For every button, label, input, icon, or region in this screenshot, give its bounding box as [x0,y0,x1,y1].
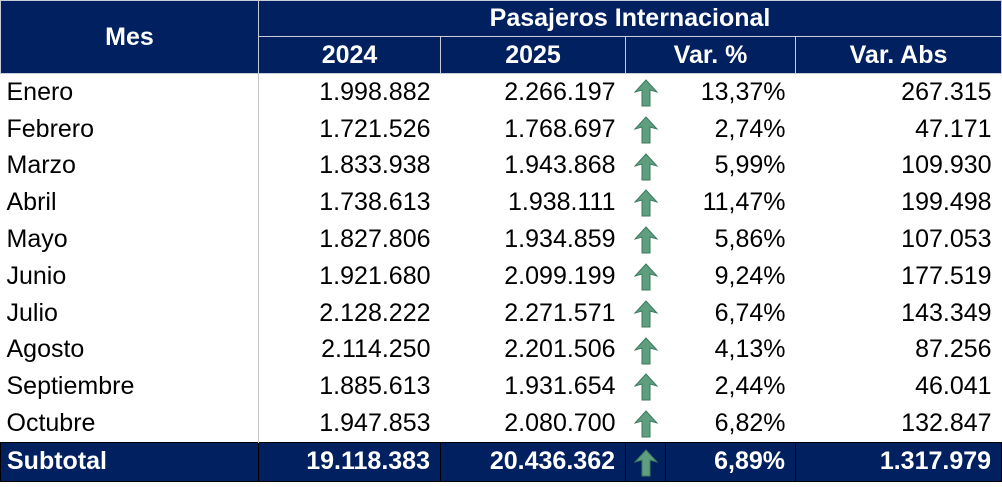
var-pct: 5,99% [714,151,786,180]
var-abs: 109.930 [901,151,992,180]
arrow-up-icon [626,111,666,148]
header-var-pct: Var. % [625,36,796,74]
var-pct: 6,74% [714,298,786,327]
value-2025: 1.768.697 [504,114,616,143]
var-pct: 6,89% [665,441,796,482]
table-row: Agosto 2.114.250 2.201.506 4,13% 87.256 [0,331,1002,369]
month-cell: Julio [0,294,259,332]
var-pct: 13,37% [700,77,786,106]
arrow-up-icon [626,184,666,221]
arrow-up-icon [626,74,666,111]
subtotal-row: Subtotal 19.118.383 20.436.362 6,89% 1.317.9… [0,441,1002,482]
var-pct: 9,24% [714,261,786,290]
month-cell: Enero [0,73,259,111]
value-2024: 1.947.853 [319,409,431,438]
month-cell: Octubre [0,405,259,443]
var-abs: 267.315 [901,77,992,106]
month-cell: Agosto [0,331,259,369]
header-2024: 2024 [258,36,441,74]
month-cell: Mayo [0,221,259,258]
value-2025: 1.934.859 [504,225,616,254]
var-pct: 5,86% [714,225,786,254]
value-2024: 1.738.613 [319,188,431,217]
var-abs: 47.171 [915,114,992,143]
value-2024: 1.998.882 [319,77,431,106]
var-abs: 1.317.979 [794,441,1002,482]
var-abs: 107.053 [901,225,992,254]
var-abs: 87.256 [915,335,992,364]
table-row: Enero 1.998.882 2.266.197 13,37% 267.315 [0,73,1002,111]
table-row: Marzo 1.833.938 1.943.868 5,99% 109.930 [0,147,1002,185]
header-group: Pasajeros Internacional [257,0,1002,37]
value-2024: 1.721.526 [319,114,431,143]
value-2024: 1.827.806 [319,225,431,254]
table-row: Septiembre 1.885.613 1.931.654 2,44% 46.041 [0,368,1002,406]
table-row: Julio 2.128.222 2.271.571 6,74% 143.349 [0,294,1002,332]
arrow-up-icon [626,368,666,405]
arrow-up-icon [626,332,666,369]
month-cell: Abril [0,184,259,222]
var-pct: 4,13% [714,335,786,364]
arrow-up-icon [626,221,666,258]
arrow-up-icon [625,441,666,482]
table-row: Octubre 1.947.853 2.080.700 6,82% 132.847 [0,405,1002,443]
arrow-up-icon [626,258,666,295]
value-2024: 1.921.680 [319,261,431,290]
value-2024: 1.833.938 [319,151,431,180]
var-abs: 46.041 [915,372,992,401]
var-abs: 199.498 [901,188,992,217]
value-2025: 2.099.199 [504,261,616,290]
table-row: Febrero 1.721.526 1.768.697 2,74% 47.171 [0,110,1002,148]
header-mes: Mes [0,0,259,74]
value-2025: 2.080.700 [504,409,616,438]
month-cell: Marzo [0,147,259,185]
var-abs: 132.847 [901,409,992,438]
header-2025: 2025 [440,36,626,74]
value-2024: 1.885.613 [319,372,431,401]
table-row: Junio 1.921.680 2.099.199 9,24% 177.519 [0,257,1002,295]
value-2025: 2.201.506 [504,335,616,364]
value-2024: 2.128.222 [319,298,431,327]
arrow-up-icon [626,295,666,332]
value-2024: 2.114.250 [321,335,431,364]
var-pct: 2,74% [714,114,786,143]
value-2024: 19.118.383 [258,441,441,482]
table-row: Mayo 1.827.806 1.934.859 5,86% 107.053 [0,221,1002,258]
value-2025: 1.943.868 [504,151,616,180]
value-2025: 2.266.197 [504,77,616,106]
value-2025: 1.938.111 [507,188,616,217]
arrow-up-icon [626,405,666,442]
var-abs: 177.519 [901,261,992,290]
month-cell: Subtotal [0,441,259,482]
value-2025: 2.271.571 [504,298,616,327]
month-cell: Septiembre [0,368,259,406]
table-row: Abril 1.738.613 1.938.111 11,47% 199.498 [0,184,1002,222]
var-abs: 143.349 [901,298,992,327]
var-pct: 6,82% [714,409,786,438]
value-2025: 20.436.362 [440,441,626,482]
month-cell: Junio [0,257,259,295]
var-pct: 11,47% [702,188,786,217]
arrow-up-icon [626,148,666,185]
header-var-abs: Var. Abs [794,36,1002,74]
var-pct: 2,44% [714,372,786,401]
value-2025: 1.931.654 [504,372,616,401]
month-cell: Febrero [0,110,259,148]
